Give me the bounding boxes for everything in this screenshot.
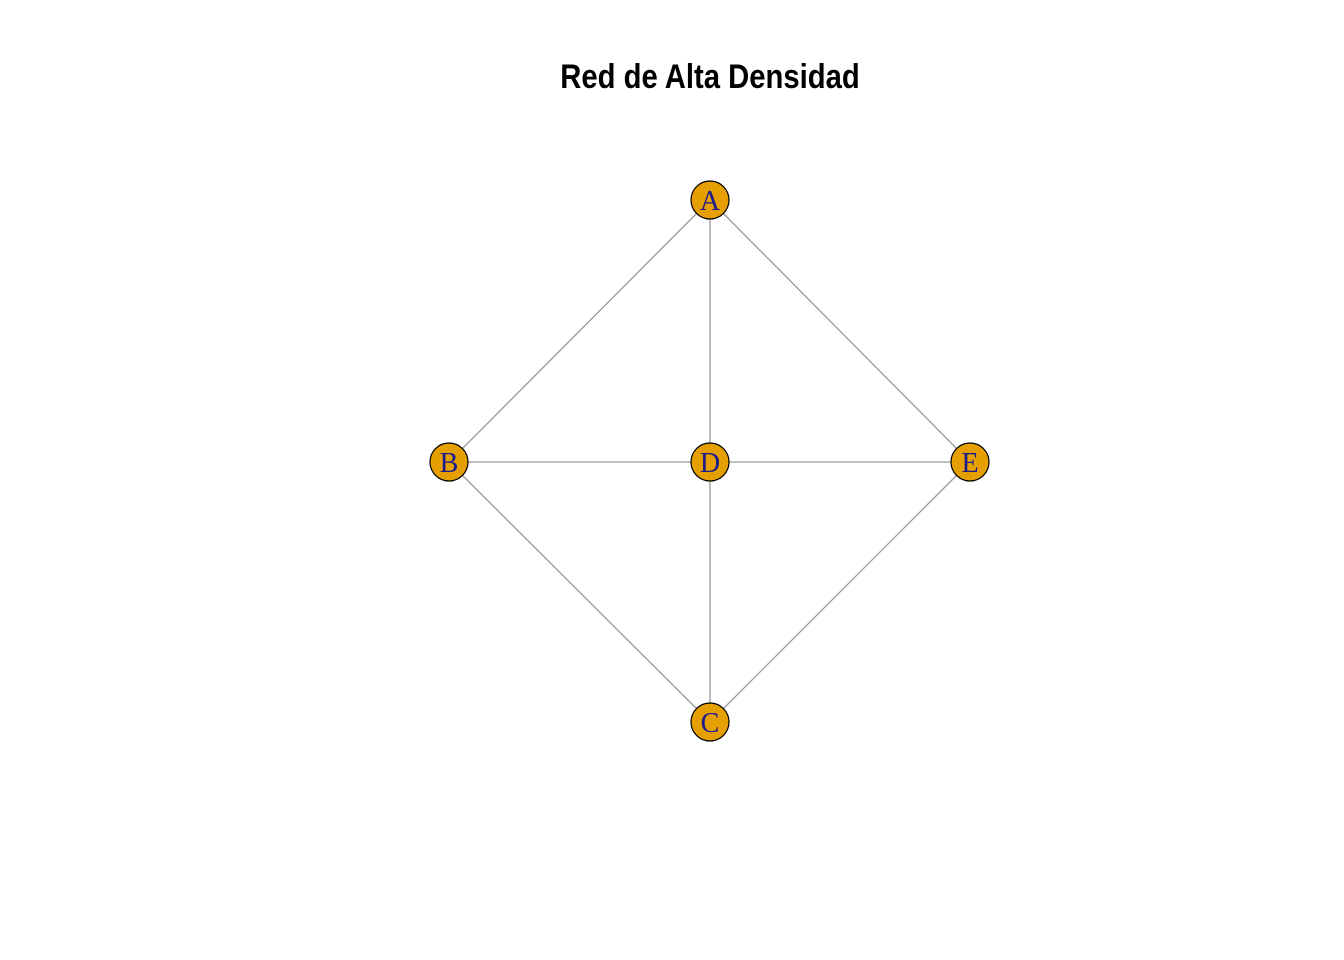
node-label-D: D: [700, 448, 720, 479]
plot-title: Red de Alta Densidad: [560, 58, 860, 96]
node-A: A: [690, 180, 730, 220]
edge-A-B: [448, 199, 711, 463]
node-E: E: [950, 442, 990, 482]
node-B: B: [429, 442, 469, 482]
edge-A-E: [709, 199, 971, 463]
node-circle-A: [690, 180, 730, 220]
node-circle-B: [429, 442, 469, 482]
node-circle-D: [690, 442, 730, 482]
node-label-E: E: [961, 448, 978, 479]
node-label-A: A: [700, 186, 721, 217]
node-C: C: [690, 702, 730, 742]
edge-E-C: [709, 461, 971, 723]
node-D: D: [690, 442, 730, 482]
edges-layer: [448, 199, 971, 723]
nodes-layer: A B C D E: [429, 180, 990, 742]
node-label-C: C: [701, 708, 720, 739]
edge-B-C: [448, 461, 711, 723]
node-label-B: B: [440, 448, 459, 479]
node-circle-C: [690, 702, 730, 742]
node-circle-E: [950, 442, 990, 482]
